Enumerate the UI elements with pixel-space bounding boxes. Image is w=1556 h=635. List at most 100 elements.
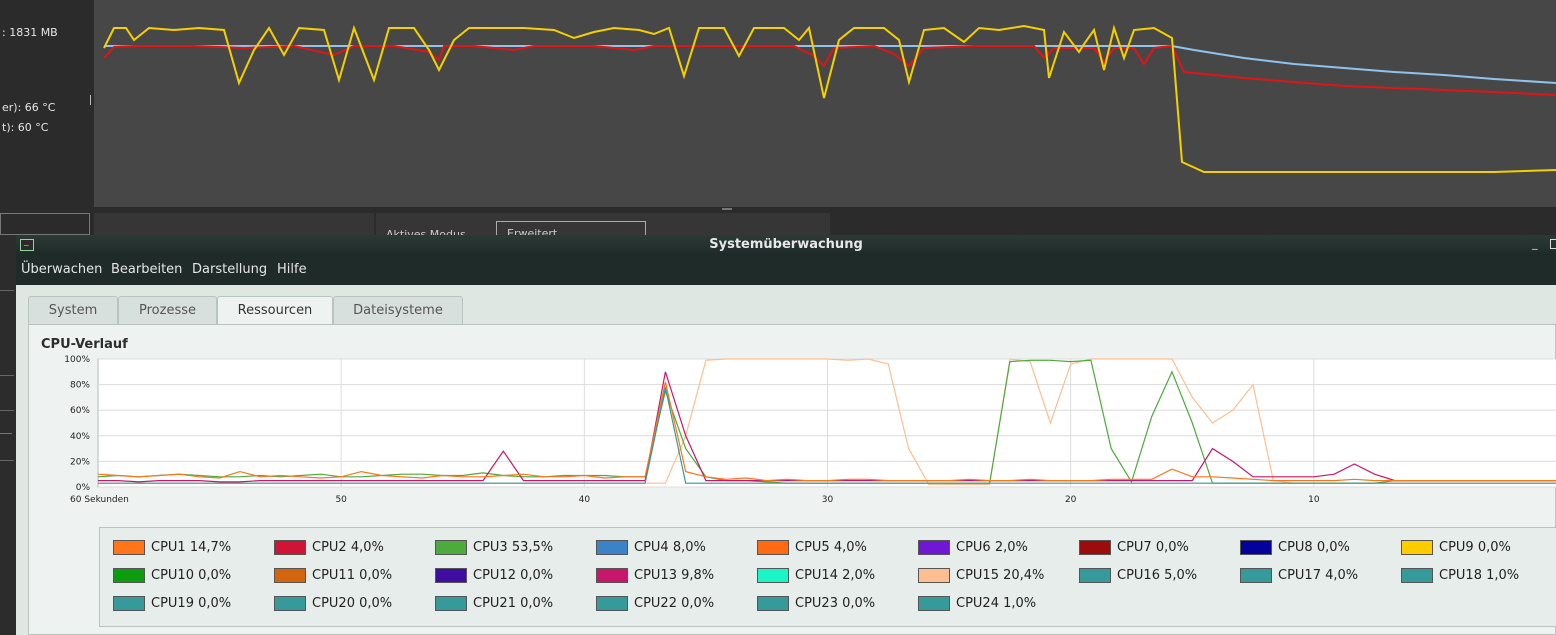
legend-label-cpu12: CPU12 0,0% [473, 568, 554, 583]
x-tick-label: 20 [1065, 495, 1077, 505]
background-temp-text-2: t): 60 °C [2, 121, 49, 134]
color-swatch-cpu24[interactable] [918, 596, 950, 611]
resources-panel: CPU-Verlauf 0% 20% 40% 60% 80% 100% 60 Sekunde… [28, 324, 1556, 635]
color-swatch-cpu17[interactable] [1240, 568, 1272, 583]
legend-label-cpu15: CPU15 20,4% [956, 568, 1045, 583]
legend-label-cpu11: CPU11 0,0% [312, 568, 393, 583]
legend-label-cpu4: CPU4 8,0% [634, 540, 706, 555]
color-swatch-cpu7[interactable] [1079, 540, 1111, 555]
x-tick-label: 50 [335, 495, 347, 505]
maximize-button[interactable] [1550, 239, 1556, 249]
window-titlebar[interactable]: ~ Systemüberwachung _ [16, 235, 1556, 255]
legend-label-cpu24: CPU24 1,0% [956, 596, 1037, 611]
background-panel [94, 213, 374, 235]
legend-label-cpu6: CPU6 2,0% [956, 540, 1028, 555]
color-swatch-cpu20[interactable] [274, 596, 306, 611]
y-tick-label: 80% [70, 381, 90, 391]
legend-label-cpu10: CPU10 0,0% [151, 568, 232, 583]
legend-label-cpu23: CPU23 0,0% [795, 596, 876, 611]
section-title: CPU-Verlauf [41, 337, 128, 352]
legend-label-cpu16: CPU16 5,0% [1117, 568, 1198, 583]
activity-icon: ~ [23, 241, 30, 250]
minimize-button[interactable]: _ [1532, 237, 1538, 250]
background-red-line [103, 44, 1556, 96]
strip-line [0, 375, 14, 376]
menu-bar: Überwachen Bearbeiten Darstellung Hilfe [16, 255, 1556, 285]
color-swatch-cpu6[interactable] [918, 540, 950, 555]
system-monitor-window: ~ Systemüberwachung _ Überwachen Bearbei… [16, 235, 1556, 635]
strip-line [0, 410, 14, 411]
background-panel-box [0, 213, 90, 235]
legend-label-cpu8: CPU8 0,0% [1278, 540, 1350, 555]
strip-line [0, 460, 14, 461]
legend-label-cpu17: CPU17 4,0% [1278, 568, 1359, 583]
legend-label-cpu2: CPU2 4,0% [312, 540, 384, 555]
legend-label-cpu7: CPU7 0,0% [1117, 540, 1189, 555]
color-swatch-cpu23[interactable] [757, 596, 789, 611]
legend-label-cpu9: CPU9 0,0% [1439, 540, 1511, 555]
menu-bearbeiten[interactable]: Bearbeiten [111, 262, 183, 277]
background-temp-text-1: er): 66 °C [2, 101, 56, 114]
legend-label-cpu19: CPU19 0,0% [151, 596, 232, 611]
cpu-history-chart: 0% 20% 40% 60% 80% 100% 60 Sekunden 50 40 30 20 10 [64, 355, 1556, 505]
legend-label-cpu21: CPU21 0,0% [473, 596, 554, 611]
menu-hilfe[interactable]: Hilfe [277, 262, 307, 277]
window-title: Systemüberwachung [709, 237, 863, 252]
strip-line-accent [0, 433, 12, 434]
color-swatch-cpu4[interactable] [596, 540, 628, 555]
background-left-strip [0, 235, 16, 635]
background-memory-text: : 1831 MB [2, 26, 58, 39]
cpu-legend: CPU1 14,7% CPU2 4,0% CPU3 53,5% CPU4 8,0% CP… [99, 527, 1556, 627]
menu-ueberwachen[interactable]: Überwachen [21, 262, 103, 277]
color-swatch-cpu15[interactable] [918, 568, 950, 583]
legend-label-cpu3: CPU3 53,5% [473, 540, 554, 555]
legend-label-cpu22: CPU22 0,0% [634, 596, 715, 611]
color-swatch-cpu21[interactable] [435, 596, 467, 611]
background-yellow-line [103, 24, 1556, 173]
color-swatch-cpu2[interactable] [274, 540, 306, 555]
strip-line [0, 290, 14, 291]
color-swatch-cpu12[interactable] [435, 568, 467, 583]
tab-bar: System Prozesse Ressourcen Dateisysteme [28, 296, 1556, 325]
color-swatch-cpu10[interactable] [113, 568, 145, 583]
color-swatch-cpu1[interactable] [113, 540, 145, 555]
legend-label-cpu20: CPU20 0,0% [312, 596, 393, 611]
system-monitor-app-icon: ~ [20, 239, 34, 251]
color-swatch-cpu8[interactable] [1240, 540, 1272, 555]
background-splitter-mark [90, 95, 91, 105]
color-swatch-cpu18[interactable] [1401, 568, 1433, 583]
background-info-panel: : 1831 MB er): 66 °C t): 60 °C [0, 0, 94, 207]
color-swatch-cpu5[interactable] [757, 540, 789, 555]
background-mode-panel: Aktives Modus Erweitert [376, 213, 830, 241]
color-swatch-cpu16[interactable] [1079, 568, 1111, 583]
background-resize-handle[interactable] [722, 208, 732, 210]
color-swatch-cpu14[interactable] [757, 568, 789, 583]
background-graph [94, 0, 1556, 207]
x-tick-label: 60 Sekunden [70, 495, 129, 505]
tab-ressourcen[interactable]: Ressourcen [217, 296, 333, 325]
color-swatch-cpu13[interactable] [596, 568, 628, 583]
background-app-window: : 1831 MB er): 66 °C t): 60 °C Aktives M… [0, 0, 1556, 241]
legend-label-cpu5: CPU5 4,0% [795, 540, 867, 555]
color-swatch-cpu22[interactable] [596, 596, 628, 611]
menu-darstellung[interactable]: Darstellung [192, 262, 268, 277]
color-swatch-cpu3[interactable] [435, 540, 467, 555]
legend-label-cpu13: CPU13 9,8% [634, 568, 715, 583]
y-tick-label: 60% [70, 406, 90, 416]
tab-system[interactable]: System [28, 296, 118, 324]
tab-dateisysteme[interactable]: Dateisysteme [333, 296, 463, 324]
series-line-cpu16 [98, 387, 1556, 484]
tab-prozesse[interactable]: Prozesse [118, 296, 217, 324]
legend-label-cpu18: CPU18 1,0% [1439, 568, 1520, 583]
y-tick-label: 40% [70, 432, 90, 442]
legend-label-cpu14: CPU14 2,0% [795, 568, 876, 583]
color-swatch-cpu11[interactable] [274, 568, 306, 583]
color-swatch-cpu19[interactable] [113, 596, 145, 611]
color-swatch-cpu9[interactable] [1401, 540, 1433, 555]
x-tick-label: 40 [579, 495, 591, 505]
legend-label-cpu1: CPU1 14,7% [151, 540, 232, 555]
window-content: System Prozesse Ressourcen Dateisysteme … [16, 285, 1556, 635]
y-tick-label: 20% [70, 457, 90, 467]
x-tick-label: 10 [1308, 495, 1320, 505]
series-line-cpu1 [97, 381, 1556, 482]
